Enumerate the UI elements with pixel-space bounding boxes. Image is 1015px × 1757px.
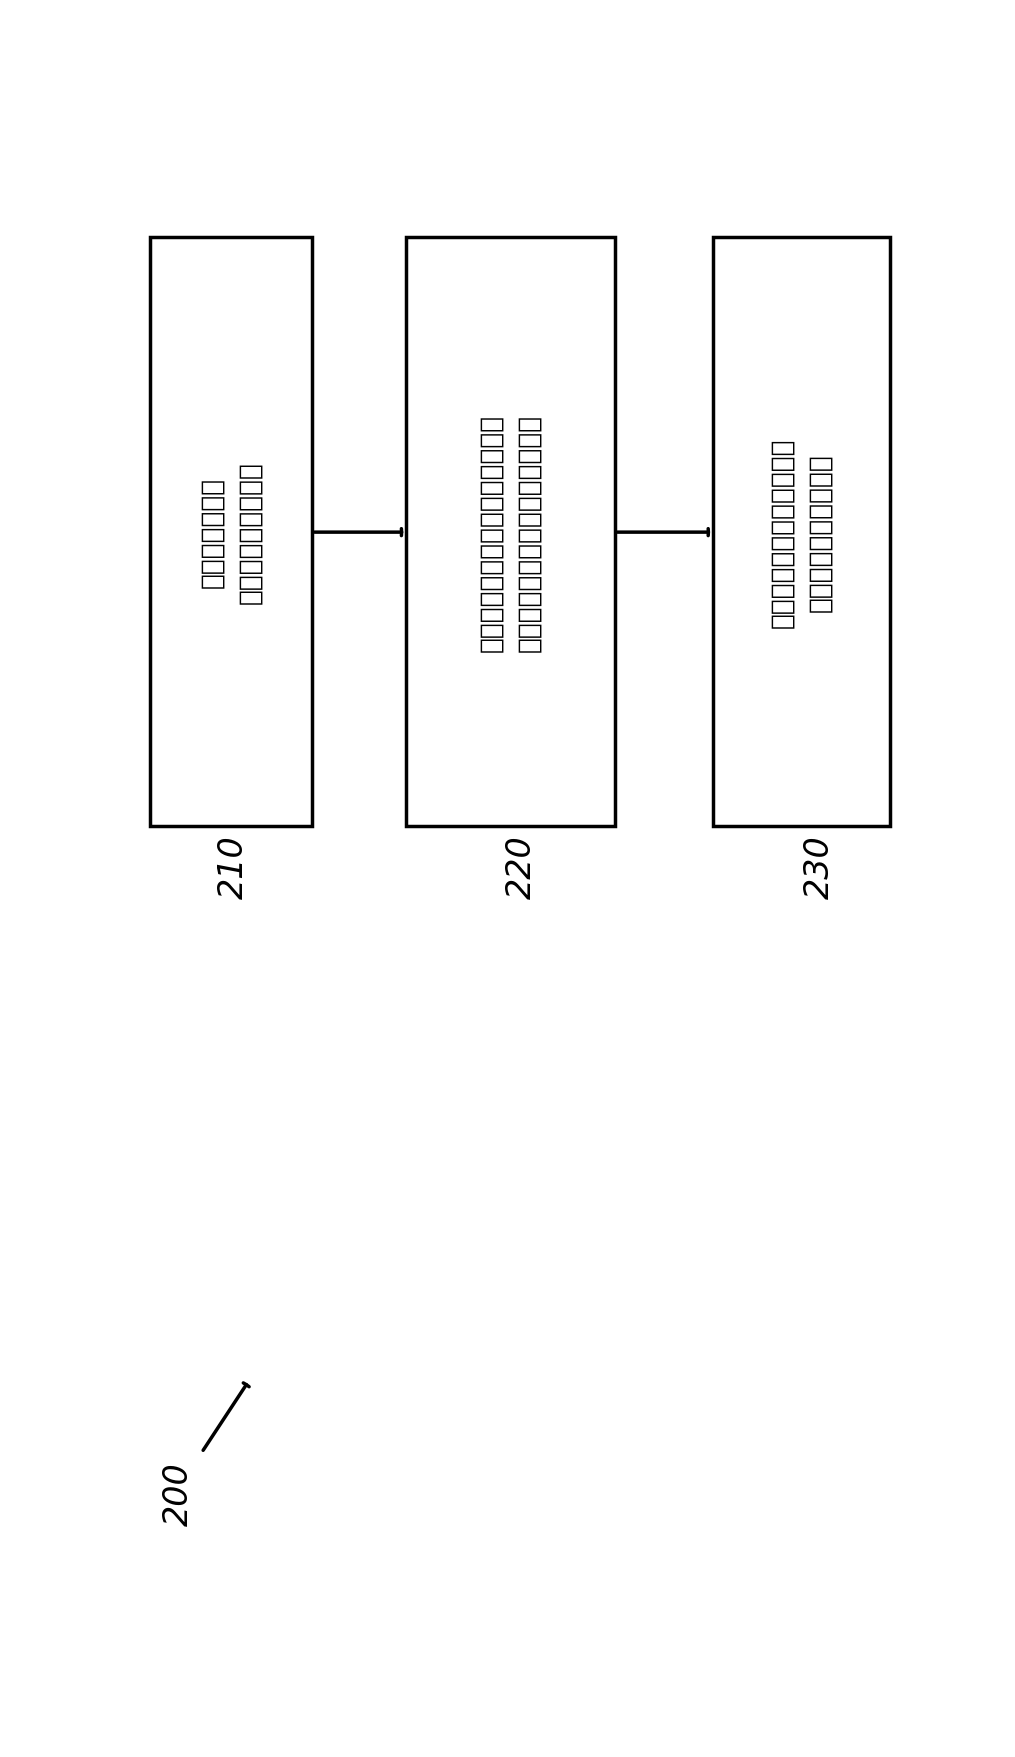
- Text: 230: 230: [803, 835, 836, 900]
- Text: 210: 210: [217, 835, 251, 900]
- Bar: [713, 237, 890, 826]
- Bar: [406, 237, 614, 826]
- Text: 在对象的心脏中
识别到病变心肌组织: 在对象的心脏中 识别到病变心肌组织: [199, 460, 263, 604]
- Text: 更改来自识别的传入内源性
心脏神经元的信号传导: 更改来自识别的传入内源性 心脏神经元的信号传导: [769, 437, 833, 627]
- Text: 识别到来自病变心肌组织的至少一
个传入内源性心脏神经元信号传导: 识别到来自病变心肌组织的至少一 个传入内源性心脏神经元信号传导: [478, 413, 542, 652]
- Text: 200: 200: [161, 1462, 195, 1525]
- Text: 220: 220: [504, 835, 538, 900]
- Bar: [150, 237, 312, 826]
